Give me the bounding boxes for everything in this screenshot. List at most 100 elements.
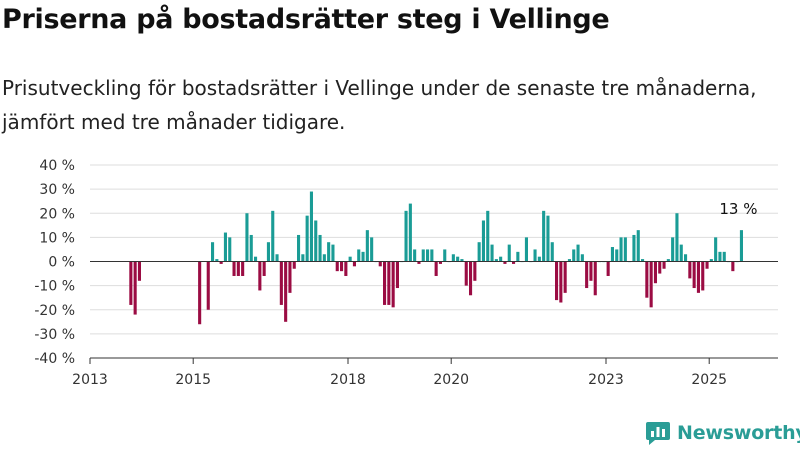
bar	[555, 261, 559, 301]
bar	[262, 261, 266, 276]
bar	[305, 215, 309, 262]
bar	[679, 244, 683, 262]
bar	[572, 249, 576, 262]
x-tick-label: 2025	[691, 372, 727, 388]
bar	[632, 234, 636, 262]
y-axis-labels: -40 % -30 % -20 % -10 % 0 % 10 % 20 % 30 % 40 %	[34, 158, 75, 367]
bar	[408, 203, 412, 262]
bar	[464, 261, 468, 286]
bar	[344, 261, 348, 276]
bar	[615, 249, 619, 262]
bar	[387, 261, 391, 305]
page-title: Priserna på bostadsrätter steg i Velling…	[2, 4, 610, 35]
bar	[404, 210, 408, 262]
bar	[477, 242, 481, 262]
bar	[675, 213, 679, 262]
bar	[335, 261, 339, 272]
bar	[434, 261, 438, 276]
bar	[417, 261, 421, 264]
bar	[327, 242, 331, 262]
bar	[318, 234, 322, 262]
bar	[438, 261, 442, 264]
bar	[718, 251, 722, 262]
bar	[241, 261, 245, 276]
bar	[292, 261, 296, 269]
bar	[507, 244, 511, 262]
bar	[322, 254, 326, 262]
y-tick-label: -10 %	[34, 279, 75, 295]
bar	[245, 213, 249, 262]
bar	[460, 259, 464, 262]
bar	[314, 220, 318, 262]
bar	[714, 237, 718, 262]
y-tick-label: 30 %	[39, 182, 75, 198]
bar	[537, 256, 541, 262]
bar	[559, 261, 563, 303]
bar	[395, 261, 399, 289]
bar	[589, 261, 593, 281]
bar	[279, 261, 283, 305]
bar	[684, 254, 688, 262]
bar	[641, 259, 645, 262]
bar	[370, 237, 374, 262]
bar	[451, 254, 455, 262]
brand-logo: Newsworthy	[645, 419, 800, 447]
bar	[206, 261, 210, 310]
bar	[636, 230, 640, 262]
bar	[731, 261, 735, 272]
bar	[593, 261, 597, 296]
bar	[516, 251, 520, 262]
bar	[249, 234, 253, 262]
bar	[606, 261, 610, 276]
bar-series	[129, 191, 743, 325]
bar	[542, 210, 546, 262]
bar	[236, 261, 240, 276]
newsworthy-logo-icon	[646, 422, 670, 445]
bar	[288, 261, 292, 293]
bar	[666, 259, 670, 262]
bar	[215, 259, 219, 262]
bar	[623, 237, 627, 262]
bar	[301, 254, 305, 262]
bar	[198, 261, 202, 325]
bar	[692, 261, 696, 289]
bar	[486, 210, 490, 262]
x-tick-label: 2018	[330, 372, 366, 388]
bar	[211, 242, 215, 262]
bar	[563, 261, 567, 293]
bar	[284, 261, 288, 322]
bar	[421, 249, 425, 262]
bar	[430, 249, 434, 262]
bar	[585, 261, 589, 289]
bar	[378, 261, 382, 267]
bar	[331, 244, 335, 262]
y-tick-label: -40 %	[34, 351, 75, 367]
bar	[494, 259, 498, 262]
bar	[266, 242, 270, 262]
y-tick-label: -20 %	[34, 303, 75, 319]
bar	[357, 249, 361, 262]
bar	[340, 261, 344, 272]
bar	[649, 261, 653, 308]
bar	[524, 237, 528, 262]
bar	[619, 237, 623, 262]
bar	[567, 259, 571, 262]
bar	[456, 256, 460, 262]
y-tick-label: 10 %	[39, 230, 75, 246]
bar	[297, 234, 301, 262]
y-tick-label: 20 %	[39, 206, 75, 222]
bar	[352, 261, 356, 267]
bar	[473, 261, 477, 281]
x-axis: 2013 2015 2018 2020 2023 2025	[72, 261, 778, 388]
bar	[383, 261, 387, 305]
bar	[223, 232, 227, 262]
bar	[254, 256, 258, 262]
bar	[546, 215, 550, 262]
y-tick-label: -30 %	[34, 327, 75, 343]
bar	[413, 249, 417, 262]
bar	[232, 261, 236, 276]
bar	[443, 249, 447, 262]
bar	[426, 249, 430, 262]
bar	[512, 261, 516, 264]
